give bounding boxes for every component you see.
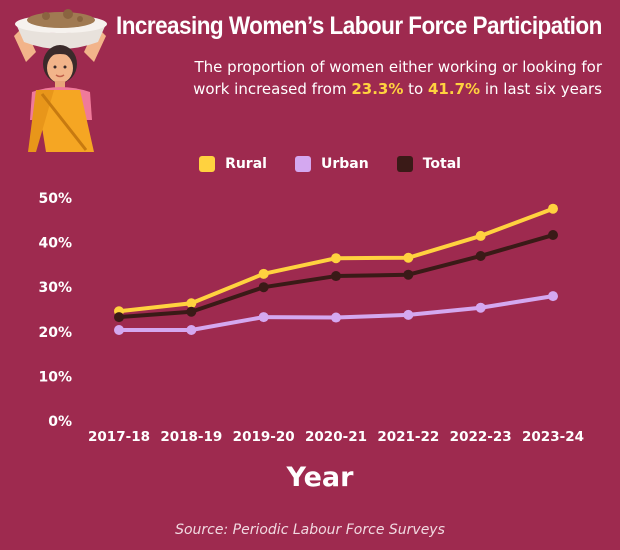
legend-label-rural: Rural [225,156,267,172]
legend-swatch-urban [294,156,311,172]
legend-item-total: Total [396,156,461,172]
data-point-urban [258,312,269,323]
y-tick-label: 40% [38,236,72,252]
data-point-rural [331,253,341,264]
data-point-rural [403,252,414,263]
chart-legend: Rural Urban Total [0,156,620,172]
legend-swatch-rural [199,156,216,172]
legend-label-urban: Urban [320,156,369,172]
data-point-total [403,269,414,280]
data-point-rural [475,230,486,241]
data-point-urban [548,291,558,302]
x-tick-label: 2023-24 [522,429,584,445]
chart-title: Increasing Women’s Labour Force Particip… [116,12,602,40]
data-point-rural [186,298,197,309]
x-tick-label: 2021-22 [377,429,439,445]
source-note: Source: Periodic Labour Force Surveys [175,522,445,538]
subtitle-text-post: in last six years [480,80,602,98]
subtitle-from-value: 23.3% [351,80,404,98]
data-point-urban [114,325,124,336]
x-tick-label: 2022-23 [450,429,512,445]
chart-subtitle: The proportion of women either working o… [162,56,602,100]
x-tick-label: 2017-18 [88,429,150,445]
x-tick-label: 2020-21 [305,429,367,445]
subtitle-line-1: The proportion of women either working o… [194,58,602,76]
y-tick-label: 50% [38,191,72,207]
subtitle-text-mid: to [403,80,428,98]
legend-swatch-total [396,156,413,172]
legend-item-urban: Urban [294,156,369,172]
subtitle-to-value: 41.7% [428,80,481,98]
legend-item-rural: Rural [199,156,267,172]
subtitle-text-pre: work increased from [193,80,352,98]
legend-label-total: Total [422,156,461,172]
woman-carrying-basket-illustration [14,9,107,152]
data-point-rural [258,268,269,279]
data-point-total [186,306,197,317]
data-point-total [114,312,124,323]
x-axis-label: Year [286,462,354,493]
data-point-total [258,282,269,293]
data-point-urban [475,302,486,313]
data-point-total [475,250,486,261]
subtitle-line-2: work increased from 23.3% to 41.7% in la… [162,78,602,100]
data-point-urban [403,309,414,320]
line-chart: 0% 10% 20% 30% 40% 50% 2017-18 2018-19 2019-20 20… [38,191,584,445]
data-point-total [548,230,558,241]
y-tick-label: 30% [38,280,72,296]
y-tick-label: 20% [38,325,72,341]
data-point-total [331,271,341,282]
data-point-urban [186,325,197,336]
x-tick-label: 2019-20 [233,429,295,445]
data-point-urban [331,312,341,323]
data-point-rural [548,203,558,214]
y-tick-label: 10% [38,369,72,385]
y-tick-label: 0% [48,414,72,430]
x-tick-label: 2018-19 [160,429,222,445]
